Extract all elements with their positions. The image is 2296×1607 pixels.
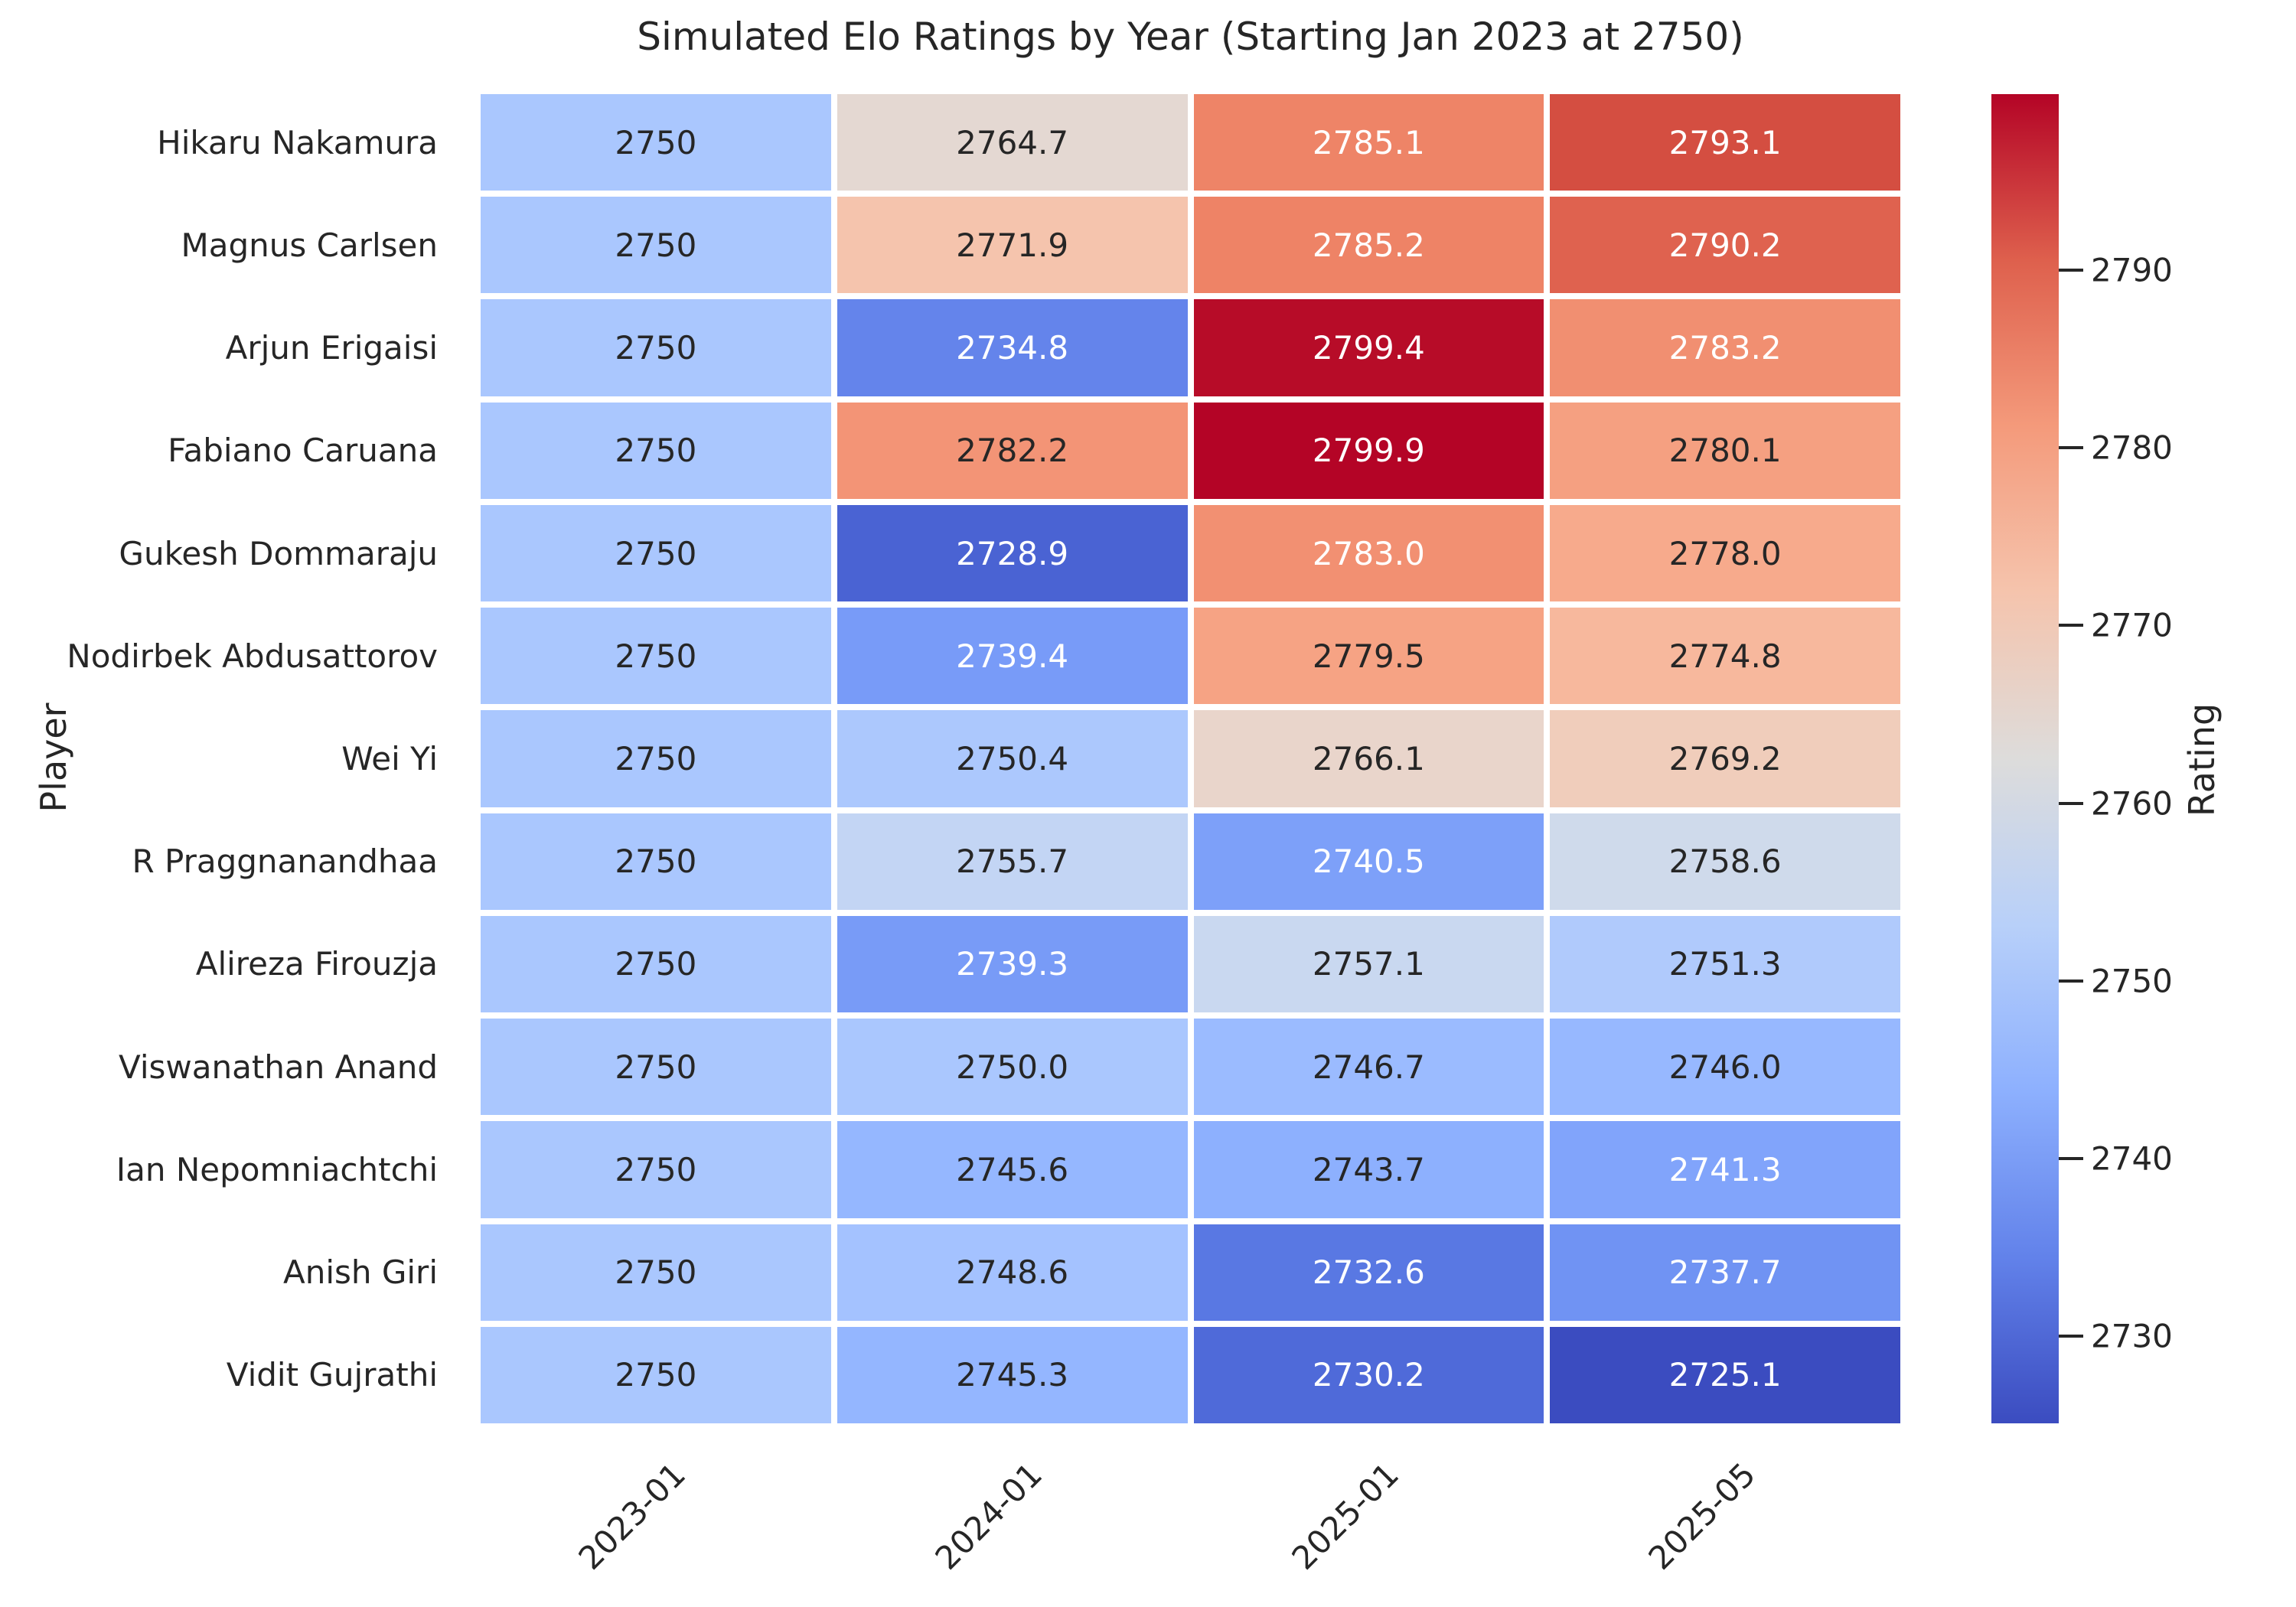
- heatmap-cell: 2774.8: [1550, 608, 1900, 705]
- heatmap-cell: 2750: [481, 1326, 831, 1423]
- heatmap-cell: 2785.2: [1193, 197, 1544, 294]
- heatmap-cell: 2750: [481, 1224, 831, 1321]
- heatmap-cell: 2750: [481, 710, 831, 807]
- heatmap-cell: 2732.6: [1193, 1224, 1544, 1321]
- colorbar-tick-label: 2760: [2091, 784, 2173, 823]
- heatmap-cell: 2734.8: [837, 299, 1188, 396]
- heatmap-cell: 2769.2: [1550, 710, 1900, 807]
- row-label: Fabiano Caruana: [168, 432, 438, 470]
- heatmap-cell: 2799.9: [1193, 402, 1544, 499]
- colorbar-tick: [2059, 801, 2083, 805]
- heatmap-cell: 2746.7: [1193, 1019, 1544, 1116]
- heatmap-cell: 2741.3: [1550, 1121, 1900, 1218]
- heatmap-cell: 2728.9: [837, 504, 1188, 602]
- heatmap-cell: 2737.7: [1550, 1224, 1900, 1321]
- heatmap-cell: 2790.2: [1550, 197, 1900, 294]
- x-tick-label: 2023-01: [571, 1455, 693, 1577]
- colorbar-tick: [2059, 1335, 2083, 1338]
- row-label: R Praggnanandhaa: [132, 843, 438, 881]
- row-label: Hikaru Nakamura: [157, 123, 438, 161]
- heatmap-cell: 2750.0: [837, 1019, 1188, 1116]
- colorbar-tick-label: 2780: [2091, 429, 2173, 467]
- colorbar-tick-label: 2730: [2091, 1317, 2173, 1355]
- heatmap-cell: 2799.4: [1193, 299, 1544, 396]
- heatmap-cell: 2739.3: [837, 915, 1188, 1013]
- row-label: Viswanathan Anand: [119, 1048, 438, 1086]
- heatmap-cell: 2750.4: [837, 710, 1188, 807]
- row-label: Alireza Firouzja: [195, 945, 438, 983]
- x-tick-label: 2024-01: [928, 1455, 1050, 1577]
- colorbar-tick: [2059, 446, 2083, 450]
- row-label: Gukesh Dommaraju: [119, 534, 438, 572]
- colorbar-tick: [2059, 979, 2083, 983]
- heatmap-cell: 2750: [481, 299, 831, 396]
- heatmap-cell: 2751.3: [1550, 915, 1900, 1013]
- colorbar-tick-label: 2770: [2091, 606, 2173, 644]
- chart-title: Simulated Elo Ratings by Year (Starting …: [637, 15, 1744, 59]
- heatmap-grid: 2750 2764.7 2785.1 2793.1 2750 2771.9 2785.2 27…: [481, 94, 1900, 1423]
- heatmap-cell: 2739.4: [837, 608, 1188, 705]
- heatmap-cell: 2750: [481, 813, 831, 910]
- heatmap-cell: 2750: [481, 608, 831, 705]
- heatmap-cell: 2783.2: [1550, 299, 1900, 396]
- heatmap-cell: 2785.1: [1193, 94, 1544, 191]
- colorbar: [1991, 94, 2059, 1423]
- heatmap-cell: 2750: [481, 94, 831, 191]
- heatmap-cell: 2745.3: [837, 1326, 1188, 1423]
- heatmap-cell: 2758.6: [1550, 813, 1900, 910]
- colorbar-tick-label: 2740: [2091, 1139, 2173, 1178]
- colorbar-tick-label: 2750: [2091, 962, 2173, 1000]
- y-tick-labels: Hikaru Nakamura Magnus Carlsen Arjun Eriga…: [0, 94, 459, 1423]
- heatmap-cell: 2748.6: [837, 1224, 1188, 1321]
- heatmap-cell: 2755.7: [837, 813, 1188, 910]
- heatmap-cell: 2757.1: [1193, 915, 1544, 1013]
- heatmap-cell: 2750: [481, 197, 831, 294]
- heatmap-cell: 2779.5: [1193, 608, 1544, 705]
- heatmap-cell: 2750: [481, 1121, 831, 1218]
- colorbar-tick: [2059, 1156, 2083, 1160]
- row-label: Vidit Gujrathi: [226, 1356, 438, 1394]
- heatmap-cell: 2750: [481, 1019, 831, 1116]
- colorbar-tick: [2059, 624, 2083, 627]
- heatmap-cell: 2730.2: [1193, 1326, 1544, 1423]
- row-label: Wei Yi: [341, 739, 438, 777]
- row-label: Ian Nepomniachtchi: [116, 1150, 438, 1188]
- heatmap-cell: 2743.7: [1193, 1121, 1544, 1218]
- heatmap-cell: 2780.1: [1550, 402, 1900, 499]
- row-label: Arjun Erigaisi: [225, 329, 438, 367]
- heatmap-cell: 2740.5: [1193, 813, 1544, 910]
- row-label: Magnus Carlsen: [181, 226, 438, 264]
- heatmap-cell: 2766.1: [1193, 710, 1544, 807]
- heatmap-cell: 2746.0: [1550, 1019, 1900, 1116]
- heatmap-cell: 2764.7: [837, 94, 1188, 191]
- heatmap-cell: 2782.2: [837, 402, 1188, 499]
- heatmap-cell: 2783.0: [1193, 504, 1544, 602]
- heatmap-cell: 2750: [481, 402, 831, 499]
- heatmap-cell: 2745.6: [837, 1121, 1188, 1218]
- colorbar-label: Rating: [2181, 702, 2223, 817]
- heatmap-cell: 2771.9: [837, 197, 1188, 294]
- heatmap-cell: 2778.0: [1550, 504, 1900, 602]
- x-tick-label: 2025-05: [1641, 1455, 1763, 1577]
- x-tick-label: 2025-01: [1284, 1455, 1407, 1577]
- heatmap-cell: 2750: [481, 504, 831, 602]
- row-label: Nodirbek Abdusattorov: [67, 637, 438, 675]
- heatmap-cell: 2793.1: [1550, 94, 1900, 191]
- colorbar-tick: [2059, 268, 2083, 272]
- colorbar-tick-label: 2790: [2091, 251, 2173, 289]
- heatmap-cell: 2725.1: [1550, 1326, 1900, 1423]
- row-label: Anish Giri: [282, 1253, 438, 1292]
- heatmap-cell: 2750: [481, 915, 831, 1013]
